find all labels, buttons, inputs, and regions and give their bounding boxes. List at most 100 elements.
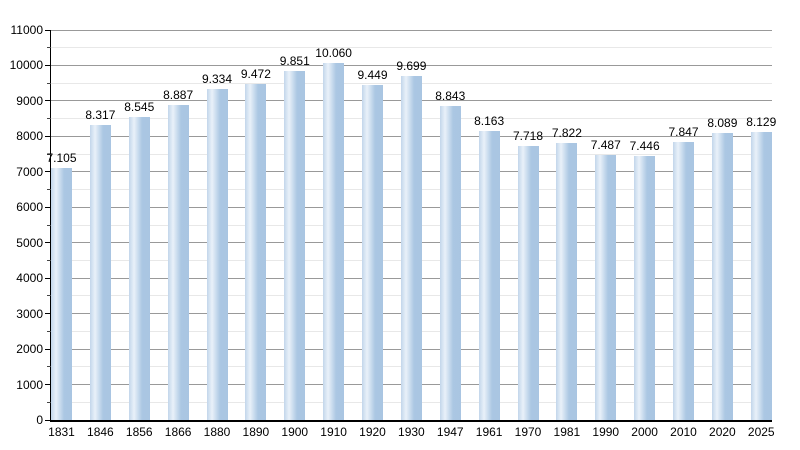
bar-column: 9.449 1920 <box>357 30 387 440</box>
x-axis-tick-label: 1910 <box>320 425 347 439</box>
y-axis-tick-label: 8000 <box>16 129 43 144</box>
bar <box>478 130 500 420</box>
bar-value-label: 7.105 <box>46 151 77 166</box>
y-axis-tick <box>45 384 51 386</box>
y-axis-minor-tick <box>47 295 51 297</box>
bar-column: 9.472 1890 <box>241 30 271 439</box>
x-axis-tick-label: 2010 <box>670 425 697 439</box>
bar-column: 8.163 1961 <box>474 30 504 439</box>
y-axis-tick-label: 1000 <box>16 377 43 392</box>
y-axis-tick <box>45 29 51 31</box>
bar <box>439 106 461 420</box>
bar <box>206 89 228 420</box>
y-axis-minor-tick <box>47 82 51 84</box>
y-axis-tick-label: 4000 <box>16 271 43 286</box>
bar <box>89 125 111 420</box>
bar-value-label: 9.699 <box>396 59 427 74</box>
bar <box>284 70 306 420</box>
y-axis-tick <box>45 348 51 350</box>
x-axis-tick-label: 1831 <box>48 425 75 439</box>
bar-value-label: 8.163 <box>474 113 505 128</box>
y-axis-minor-tick <box>47 153 51 155</box>
y-axis-tick <box>45 100 51 102</box>
bar-value-label: 8.843 <box>435 89 466 104</box>
y-axis-tick <box>45 206 51 208</box>
y-axis-tick-label: 7000 <box>16 164 43 179</box>
y-axis-minor-tick <box>47 118 51 120</box>
bar-value-label: 9.334 <box>201 72 233 87</box>
bar-value-label: 8.089 <box>707 116 738 131</box>
y-axis-tick-label: 6000 <box>16 200 43 215</box>
bar-value-label: 7.822 <box>551 125 582 140</box>
bar-value-label: 7.718 <box>512 129 544 144</box>
y-axis-tick <box>45 419 51 421</box>
x-axis-tick-label: 1880 <box>203 425 231 439</box>
bar-column: 7.822 1981 <box>552 30 582 439</box>
y-axis-minor-tick <box>47 330 51 332</box>
bar-column: 9.699 1930 <box>396 30 426 439</box>
bar <box>556 142 578 420</box>
x-axis-tick-label: 1866 <box>164 425 192 439</box>
y-axis-tick-label: 3000 <box>16 306 43 321</box>
bar-value-label: 7.446 <box>629 139 660 154</box>
bar-column: 8.089 2020 <box>707 30 737 439</box>
bar <box>323 63 345 420</box>
bar-column: 9.334 1880 <box>202 30 232 439</box>
x-axis-tick-label: 1990 <box>592 425 620 439</box>
y-axis-tick-label: 2000 <box>16 342 43 357</box>
y-axis-minor-tick <box>47 47 51 49</box>
bar-column: 8.317 1846 <box>85 30 115 439</box>
y-axis-tick <box>45 242 51 244</box>
bar-column: 7.105 1831 <box>46 30 76 439</box>
bar-column: 7.718 1970 <box>513 30 543 439</box>
bar-value-label: 9.472 <box>240 67 271 82</box>
bar-column: 10.060 1910 <box>315 30 352 439</box>
bar-column: 7.446 2000 <box>630 30 660 439</box>
bar <box>595 154 617 420</box>
bar-column: 8.887 1866 <box>163 30 193 439</box>
bar <box>634 156 656 420</box>
plot-area: 0 1000 2000 3000 4000 5000 6000 7000 8000 9000 100… <box>10 23 777 440</box>
x-axis-tick-label: 1961 <box>475 425 503 439</box>
bar <box>517 146 539 420</box>
bar <box>167 104 189 420</box>
y-axis-tick <box>45 171 51 173</box>
x-axis-tick-label: 1947 <box>436 425 464 439</box>
y-axis-tick-label: 10000 <box>9 58 43 73</box>
x-axis-tick-label: 2025 <box>747 425 775 439</box>
bar-value-label: 8.545 <box>124 100 155 115</box>
x-axis-tick-label: 1930 <box>398 425 425 439</box>
bar <box>128 117 150 420</box>
y-axis-tick <box>45 64 51 66</box>
y-axis-tick-label: 0 <box>36 413 43 427</box>
x-axis-tick-label: 1920 <box>359 425 386 439</box>
x-axis-tick-label: 1970 <box>514 425 542 439</box>
bar-value-label: 8.129 <box>746 114 777 129</box>
y-axis-tick-label: 5000 <box>16 235 43 250</box>
y-axis-minor-tick <box>47 224 51 226</box>
x-axis-tick-label: 1981 <box>553 425 581 439</box>
bars-container: 7.105 1831 8.317 1846 8.545 1856 8.887 1866 9.33… <box>46 30 776 440</box>
bar-value-label: 7.487 <box>590 137 621 152</box>
y-axis-minor-tick <box>47 366 51 368</box>
bar-column: 8.545 1856 <box>124 30 154 439</box>
bar-column: 7.487 1990 <box>591 30 621 439</box>
bar <box>711 133 733 420</box>
x-axis-tick-label: 1900 <box>281 425 309 439</box>
bar <box>673 141 694 420</box>
y-axis-tick-label: 11000 <box>10 23 43 37</box>
bar <box>51 168 72 420</box>
x-axis-tick-label: 2020 <box>709 425 736 439</box>
bar-value-label: 9.449 <box>357 68 388 82</box>
bar-column: 8.129 2025 <box>746 30 776 439</box>
y-axis-minor-tick <box>47 259 51 261</box>
bar-column: 8.843 1947 <box>435 30 465 439</box>
bar-value-label: 8.887 <box>163 87 194 102</box>
y-axis-minor-tick <box>47 401 51 403</box>
x-axis-tick-label: 1890 <box>242 425 270 439</box>
y-axis-tick-label: 9000 <box>16 93 43 108</box>
bar <box>750 131 772 420</box>
bar <box>400 76 422 420</box>
bar-value-label: 10.060 <box>315 46 352 61</box>
